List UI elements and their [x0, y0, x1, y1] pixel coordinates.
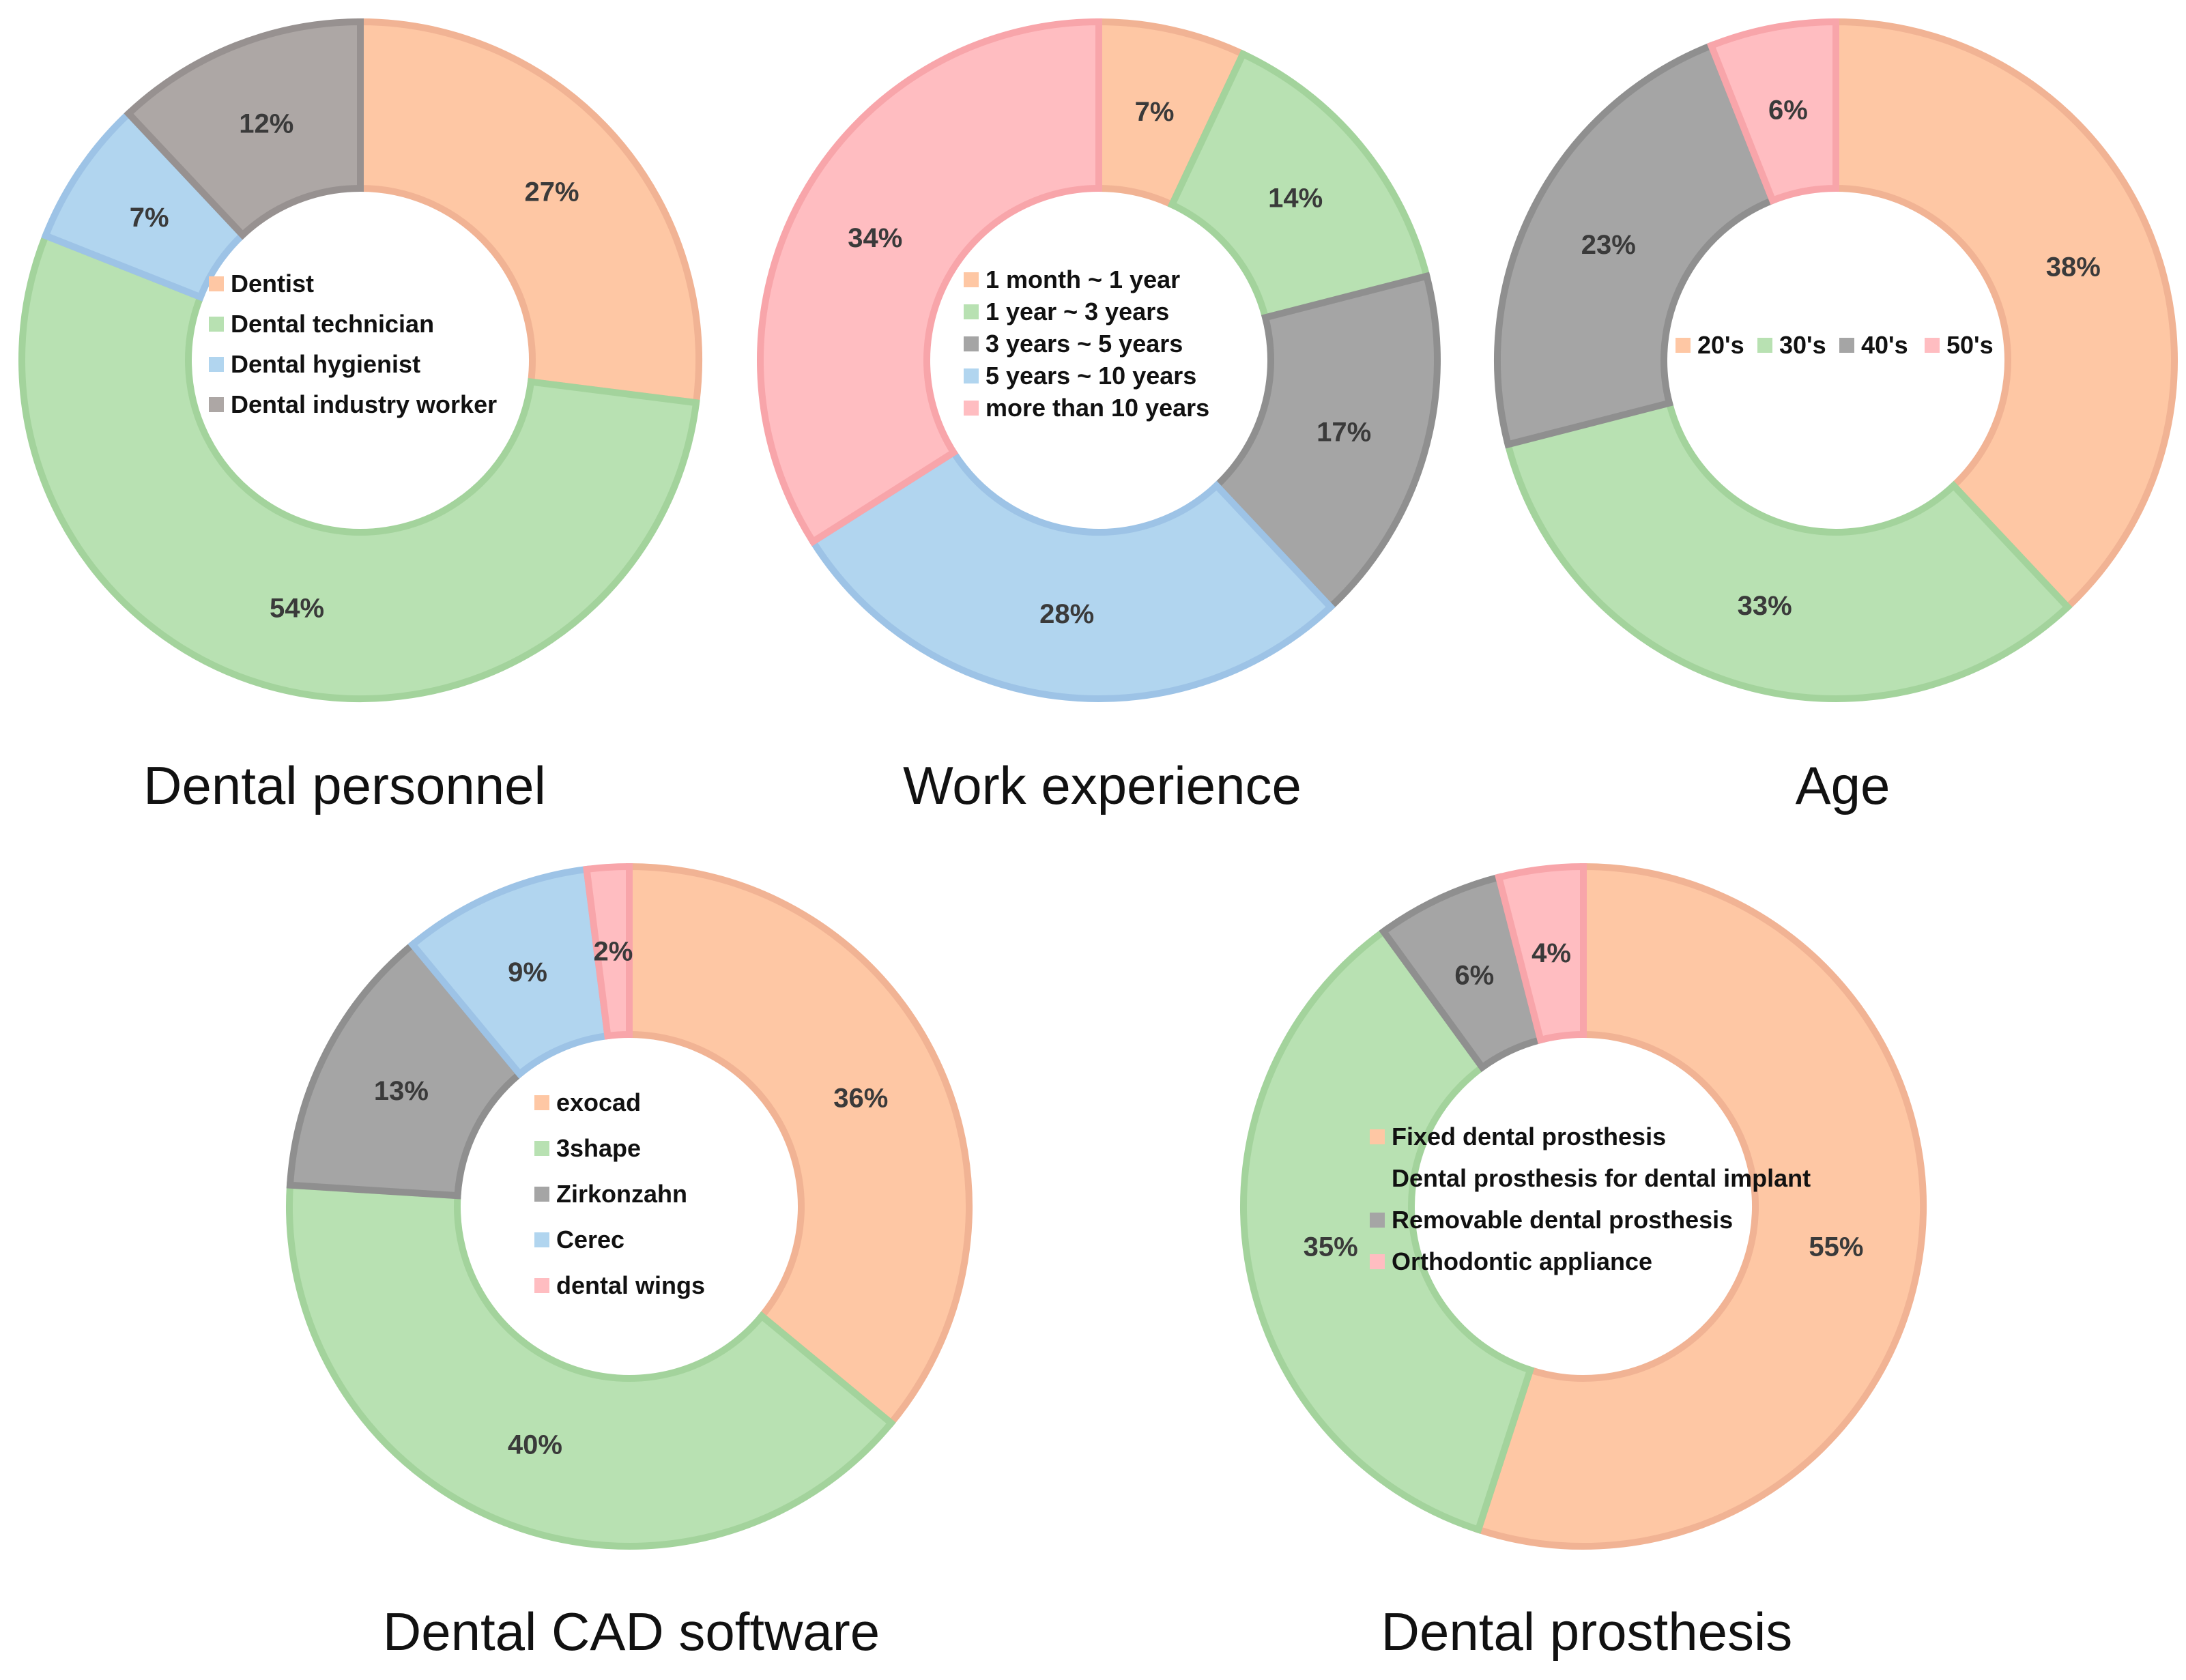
chart-title-dental-prosthesis: Dental prosthesis	[1381, 1602, 1793, 1662]
legend-swatch-dental-prosthesis-4	[1370, 1254, 1385, 1269]
legend-label-dental-cad-software-5: dental wings	[556, 1271, 705, 1299]
legend-label-work-experience-4: 5 years ~ 10 years	[986, 362, 1196, 390]
legend-label-work-experience-1: 1 month ~ 1 year	[986, 265, 1180, 293]
chart-dental-cad-software: 36% 40% 13% 9% 2% exocad 3shape Zirkonzahn Cerec…	[286, 863, 973, 1662]
legend-swatch-dental-cad-software-1	[534, 1095, 549, 1110]
slice-age-2	[1504, 399, 2073, 702]
legend-label-dental-personnel-3: Dental hygienist	[231, 350, 420, 378]
legend-swatch-dental-cad-software-5	[534, 1278, 549, 1293]
data-label-work-experience-3: 17%	[1317, 417, 1371, 447]
data-label-dental-personnel-1: 27%	[525, 177, 579, 207]
legend-label-dental-prosthesis-2: Dental prosthesis for dental implant	[1392, 1164, 1811, 1192]
legend-label-dental-prosthesis-4: Orthodontic appliance	[1392, 1247, 1652, 1275]
data-label-age-1: 38%	[2046, 252, 2101, 282]
slice-age-4	[1706, 18, 1839, 205]
legend-swatch-dental-cad-software-2	[534, 1141, 549, 1156]
legend-label-age-4: 50's	[1946, 331, 1994, 359]
slice-dental-cad-software-1	[626, 863, 973, 1428]
data-label-dental-prosthesis-1: 55%	[1809, 1232, 1863, 1262]
data-label-age-4: 6%	[1768, 96, 1808, 126]
legend-swatch-dental-personnel-1	[209, 276, 224, 291]
slice-age-1	[1832, 18, 2178, 612]
slice-work-experience-4	[808, 448, 1336, 702]
data-label-dental-cad-software-5: 2%	[594, 937, 633, 967]
legend-label-dental-prosthesis-1: Fixed dental prosthesis	[1392, 1123, 1666, 1150]
data-label-dental-prosthesis-2: 35%	[1304, 1232, 1358, 1262]
legend-swatch-work-experience-4	[964, 368, 979, 383]
legend-swatch-age-2	[1757, 338, 1772, 353]
slice-dental-prosthesis-1	[1473, 863, 1927, 1550]
chart-age: 38% 33% 23% 6% 20's 30's 40's 50's Age	[1494, 18, 2178, 815]
data-label-dental-prosthesis-4: 4%	[1531, 938, 1571, 968]
legend-swatch-dental-prosthesis-1	[1370, 1129, 1385, 1144]
legend-swatch-dental-personnel-3	[209, 357, 224, 372]
legend-swatch-work-experience-1	[964, 272, 979, 287]
legend-label-dental-personnel-4: Dental industry worker	[231, 390, 497, 418]
slice-dental-personnel-4	[124, 18, 364, 240]
legend-label-work-experience-2: 1 year ~ 3 years	[986, 298, 1169, 325]
legend-swatch-work-experience-3	[964, 336, 979, 351]
legend-swatch-age-3	[1839, 338, 1854, 353]
data-label-work-experience-2: 14%	[1268, 184, 1323, 214]
legend-label-age-3: 40's	[1861, 331, 1908, 359]
data-label-dental-cad-software-1: 36%	[833, 1083, 888, 1113]
legend-swatch-age-1	[1676, 338, 1691, 353]
chart-dental-personnel: 27% 54% 7% 12% Dentist Dental technician Denta…	[18, 18, 702, 815]
legend-swatch-work-experience-2	[964, 304, 979, 319]
legend-label-dental-cad-software-4: Cerec	[556, 1226, 624, 1254]
legend-label-dental-personnel-2: Dental technician	[231, 310, 434, 338]
data-label-dental-cad-software-3: 13%	[374, 1076, 429, 1106]
chart-dental-prosthesis: 55% 35% 6% 4% Fixed dental prosthesis Dental …	[1240, 863, 1927, 1662]
legend-swatch-work-experience-5	[964, 401, 979, 416]
data-label-dental-personnel-4: 12%	[239, 108, 293, 139]
legend-label-age-1: 20's	[1697, 331, 1744, 359]
legend-label-dental-cad-software-1: exocad	[556, 1088, 641, 1116]
legend-swatch-dental-prosthesis-3	[1370, 1213, 1385, 1228]
slice-dental-personnel-2	[18, 231, 700, 702]
slice-work-experience-3	[1211, 272, 1441, 612]
slice-dental-prosthesis-2	[1240, 927, 1535, 1534]
slice-dental-cad-software-4	[407, 865, 612, 1079]
data-label-dental-cad-software-4: 9%	[508, 957, 547, 987]
data-label-work-experience-1: 7%	[1135, 97, 1175, 127]
data-label-dental-prosthesis-3: 6%	[1454, 961, 1494, 991]
data-label-dental-cad-software-2: 40%	[508, 1430, 562, 1460]
slice-dental-personnel-1	[357, 18, 702, 407]
chart-title-work-experience: Work experience	[903, 755, 1301, 815]
legend-label-dental-cad-software-3: Zirkonzahn	[556, 1180, 687, 1208]
data-label-work-experience-4: 28%	[1039, 599, 1094, 629]
legend-swatch-age-4	[1925, 338, 1940, 353]
chart-title-dental-cad-software: Dental CAD software	[383, 1602, 880, 1662]
legend-label-dental-cad-software-2: 3shape	[556, 1134, 641, 1162]
chart-work-experience: 7% 14% 17% 28% 34% 1 month ~ 1 year 1 year ~ 3…	[757, 18, 1441, 815]
slice-dental-prosthesis-4	[1495, 863, 1587, 1045]
slice-work-experience-5	[757, 18, 1102, 547]
legend-swatch-dental-personnel-4	[209, 397, 224, 412]
legend-swatch-dental-cad-software-3	[534, 1187, 549, 1202]
chart-title-dental-personnel: Dental personnel	[143, 755, 546, 815]
slice-age-3	[1494, 41, 1777, 449]
legend-swatch-dental-personnel-2	[209, 317, 224, 332]
slice-work-experience-2	[1167, 49, 1431, 322]
legend-swatch-dental-prosthesis-2	[1370, 1171, 1385, 1186]
data-label-work-experience-5: 34%	[848, 223, 902, 253]
data-label-dental-personnel-2: 54%	[270, 593, 324, 623]
legend-label-work-experience-5: more than 10 years	[986, 394, 1209, 422]
data-label-age-3: 23%	[1581, 230, 1636, 260]
slice-dental-cad-software-5	[582, 863, 633, 1040]
chart-title-age: Age	[1796, 755, 1890, 815]
legend-label-age-2: 30's	[1779, 331, 1826, 359]
legend-label-work-experience-3: 3 years ~ 5 years	[986, 330, 1183, 358]
legend-label-dental-prosthesis-3: Removable dental prosthesis	[1392, 1206, 1733, 1234]
data-label-dental-personnel-3: 7%	[130, 203, 169, 233]
data-label-age-2: 33%	[1738, 591, 1792, 621]
slice-dental-cad-software-2	[286, 1181, 896, 1550]
legend-label-dental-personnel-1: Dentist	[231, 270, 314, 298]
legend-swatch-dental-cad-software-4	[534, 1232, 549, 1247]
